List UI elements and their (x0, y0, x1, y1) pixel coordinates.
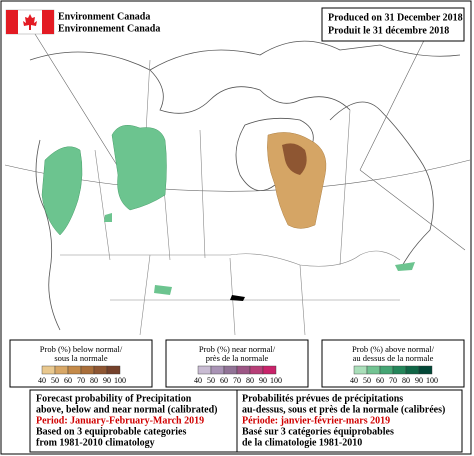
footer-line: Basé sur 3 catégories équiprobables (242, 426, 394, 437)
swatch (67, 365, 82, 375)
swatch (41, 365, 56, 375)
swatch (262, 365, 277, 375)
maple-leaf (23, 14, 37, 30)
swatch (223, 365, 238, 375)
scale-label: 90 (103, 376, 111, 385)
footer: Forecast probability of Precipitationabo… (36, 393, 445, 448)
footer-line: Forecast probability of Precipitation (36, 393, 192, 404)
swatch (405, 365, 420, 375)
legend-label: au dessus de la normale (353, 353, 434, 363)
scale-label: 80 (402, 376, 410, 385)
footer-line: from 1981-2010 climatology (36, 437, 155, 448)
scale-label: 70 (77, 376, 85, 385)
legend-box (9, 339, 153, 388)
scale-label: 40 (38, 376, 46, 385)
swatch (353, 365, 368, 375)
scale-label: 40 (350, 376, 358, 385)
swatch (366, 365, 381, 375)
scale-label: 70 (389, 376, 397, 385)
scale-label: 40 (194, 376, 202, 385)
swatch (210, 365, 225, 375)
scale-label: 50 (207, 376, 215, 385)
legend-label: Prob (%) below normal/ (40, 344, 123, 354)
scale-label: 70 (233, 376, 241, 385)
map (4, 7, 471, 336)
scale-label: 100 (426, 376, 438, 385)
agency-en: Environment Canada (58, 11, 150, 22)
footer-line: au-dessus, sous et près de la normale (c… (242, 404, 445, 415)
flag (5, 9, 55, 35)
agency-fr: Environnement Canada (58, 23, 160, 34)
swatch (54, 365, 69, 375)
scale-label: 60 (376, 376, 384, 385)
flag-band (42, 10, 54, 34)
scale-label: 100 (270, 376, 282, 385)
legend-label: sous la normale (54, 353, 108, 363)
footer-line: above, below and near normal (calibrated… (36, 404, 217, 415)
legends: Prob (%) below normal/sous la normale 40 5… (9, 339, 465, 388)
scale-label: 90 (259, 376, 267, 385)
footer-line: Période: janvier-février-mars 2019 (242, 415, 390, 426)
swatch (197, 365, 212, 375)
swatch (418, 365, 433, 375)
legend-label: près de la normale (206, 353, 269, 363)
swatch (249, 365, 264, 375)
footer-line: Based on 3 equiprobable categories (36, 426, 186, 437)
swatch (236, 365, 251, 375)
legend-box (165, 339, 309, 388)
produced-fr: Produit le 31 décembre 2018 (328, 25, 449, 36)
legend-box (321, 339, 465, 388)
swatch (93, 365, 108, 375)
scale-label: 100 (114, 376, 126, 385)
swatch (392, 365, 407, 375)
swatch (379, 365, 394, 375)
scale-label: 80 (90, 376, 98, 385)
legend-label: Prob (%) above normal/ (352, 344, 435, 354)
produced-en: Produced on 31 December 2018 (328, 12, 463, 23)
produced-box (321, 7, 465, 42)
scale-label: 90 (415, 376, 423, 385)
swatch (80, 365, 95, 375)
legend-label: Prob (%) near normal/ (199, 344, 276, 354)
flag-band (6, 10, 18, 34)
scale-label: 80 (246, 376, 254, 385)
scale-label: 50 (363, 376, 371, 385)
scale-label: 60 (220, 376, 228, 385)
scale-label: 60 (64, 376, 72, 385)
footer-box (29, 389, 463, 453)
footer-line: Period: January-February-March 2019 (36, 415, 204, 426)
footer-line: de la climatologie 1981-2010 (242, 437, 362, 448)
scale-label: 50 (51, 376, 59, 385)
swatch (106, 365, 121, 375)
footer-line: Probabilités prévues de précipitations (242, 393, 403, 404)
